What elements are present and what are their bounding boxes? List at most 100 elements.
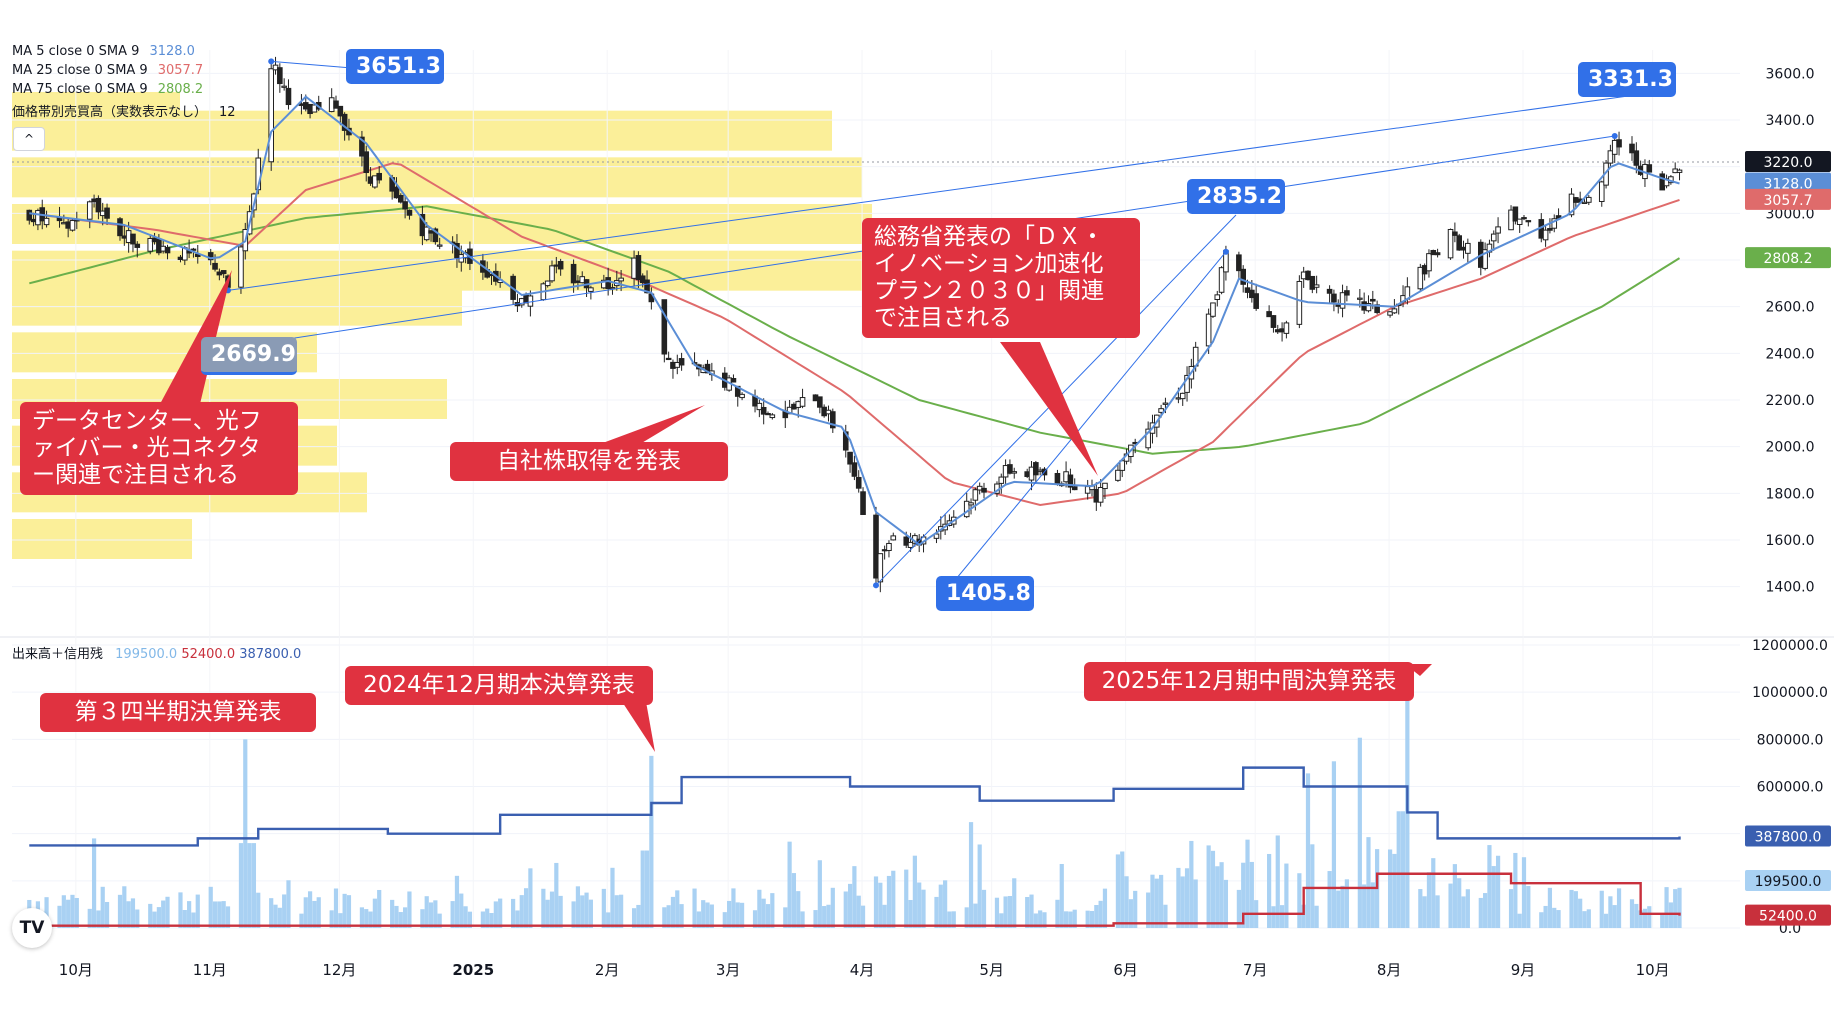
volume-bar [454,875,460,928]
volume-bar [489,913,494,928]
volume-bar [817,860,822,928]
candle-body [1434,252,1441,256]
candle-body [1646,164,1653,173]
time-axis-tick: 11月 [193,961,227,979]
volume-profile-bar [12,92,180,125]
volume-axis-tick: 1000000.0 [1752,685,1828,701]
volume-bar [208,886,213,928]
volume-profile-bar [12,157,862,198]
candle-body [1313,284,1320,288]
volume-bar [800,911,805,928]
volume-bar [338,913,343,928]
volume-bar [1042,912,1047,928]
volume-bar [480,911,485,928]
volume-axis-badge-label: 199500.0 [1755,874,1822,890]
price-axis-badge-label: 3220.0 [1764,155,1813,171]
volume-bar [1452,864,1457,928]
candle-body [1357,297,1363,300]
callout-pointer [600,405,705,444]
volume-bar [91,838,97,928]
volume-bar [1647,906,1652,928]
annotated-point [1611,133,1618,140]
time-axis-tick: 8月 [1377,961,1402,979]
candle-body [817,396,823,408]
candle-body [359,136,365,157]
volume-profile-bar [12,519,192,559]
candle-body [1205,313,1212,347]
candle-body [855,476,862,489]
volume-bar [631,908,637,928]
volume-bar [558,895,563,928]
volume-bar [256,892,261,928]
volume-bar [1029,894,1034,928]
price-tag-high-3651: 3651.3 [346,49,444,84]
candle-body [1495,226,1501,234]
volume-bar [735,902,740,928]
volume-bar [761,898,766,928]
volume-axis-badge [1745,825,1831,847]
volume-bar [964,907,969,928]
volume-bar [1314,905,1319,928]
volume-bar [791,873,797,928]
volume-bar [1612,905,1617,928]
collapse-legend-button[interactable]: ^ [13,127,45,151]
volume-bar [87,908,92,928]
candle-body [95,197,102,213]
volume-bar [299,913,304,928]
volume-bar [1422,896,1427,928]
volume-bar [1241,862,1246,928]
candle-body [851,462,858,477]
margin-long-line [29,766,1681,847]
volume-bar [1210,850,1216,928]
volume-bar [1629,899,1635,928]
candle-body [190,248,197,251]
volume-axis-badge-label: 387800.0 [1755,830,1822,846]
volume-bar [485,908,490,928]
candle-body [1067,474,1074,488]
volume-bar [1517,913,1522,928]
candle-body [769,414,776,419]
time-axis-tick: 9月 [1511,961,1536,979]
price-axis-tick: 3000.0 [1766,206,1815,222]
price-axis-badge [1745,151,1831,172]
volume-bar [122,886,127,928]
candle-body [1162,402,1169,405]
volume-bar [727,900,732,928]
volume-bar [1508,889,1514,928]
volume-bar [1547,887,1553,928]
tradingview-logo[interactable]: TV [12,908,52,948]
callout-pointer [160,270,232,404]
volume-bar [968,822,974,928]
volume-bar [342,893,347,928]
volume-bar [100,886,105,928]
candle-body [661,299,668,355]
volume-bar [165,896,170,928]
volume-bar [822,906,827,928]
volume-bar [1146,892,1151,928]
volume-bar [584,892,589,928]
price-axis-badge [1745,172,1831,194]
volume-bar [904,869,909,928]
volume-bar [1012,878,1017,928]
candle-body [1551,218,1558,229]
candle-body [665,357,672,361]
volume-bar [973,903,978,928]
volume-bar [1457,878,1462,928]
volume-bar [368,911,373,928]
volume-bar [1215,866,1220,928]
candle-body [1309,275,1316,290]
volume-bar [519,895,524,928]
candle-body [1629,143,1635,154]
candle-body [341,113,348,131]
volume-bar [316,897,321,928]
volume-bar [152,911,157,928]
candle-body [281,85,287,88]
volume-bar [1154,878,1159,928]
volume-bar [364,909,369,928]
volume-bar [1085,910,1090,928]
time-axis-tick: 4月 [850,961,875,979]
ma25-legend-row: MA 25 close 0 SMA 9 3057.7 [12,61,203,80]
volume-bar [873,876,879,928]
volume-bar [601,888,606,928]
time-axis-tick: 7月 [1243,961,1268,979]
